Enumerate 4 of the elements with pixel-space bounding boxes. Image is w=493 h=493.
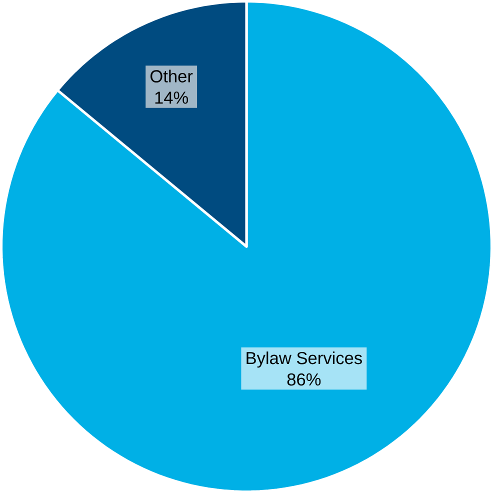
data-label: 86% xyxy=(287,373,321,386)
slice-label: Bylaw Services xyxy=(246,352,362,368)
slice-label: Other xyxy=(150,70,193,82)
data-label: 14% xyxy=(155,92,188,104)
